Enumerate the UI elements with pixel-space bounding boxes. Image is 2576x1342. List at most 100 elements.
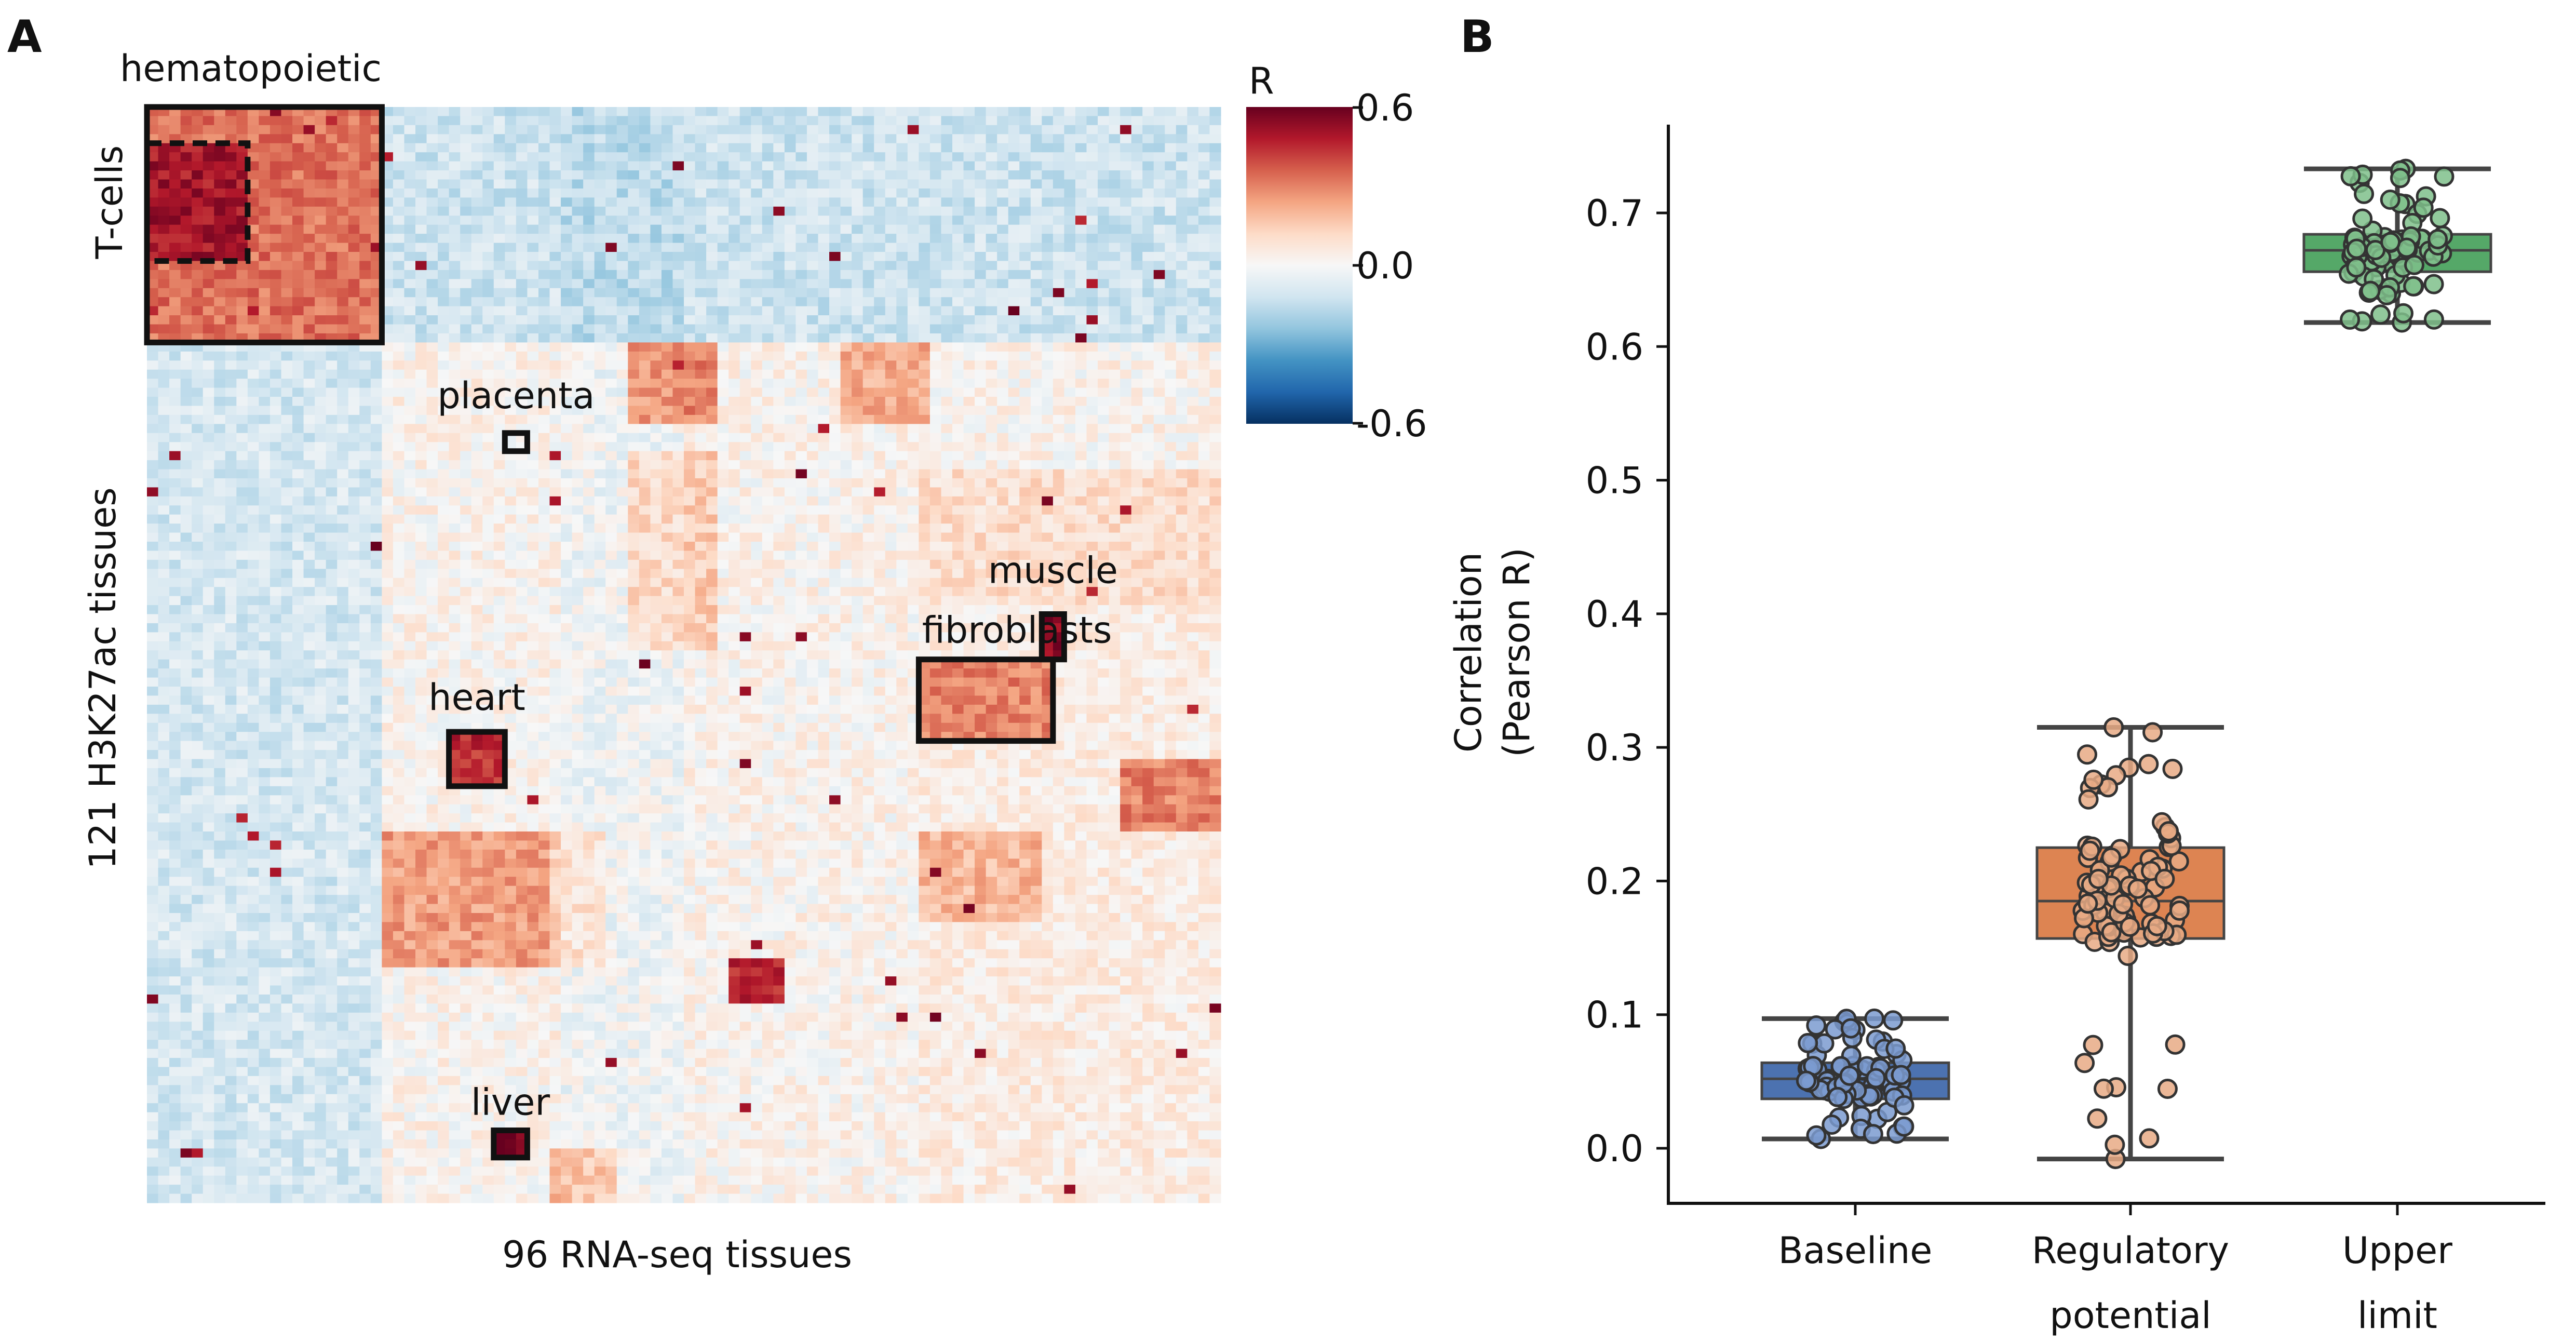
heatmap-cell	[975, 469, 987, 479]
heatmap-cell	[975, 261, 987, 271]
heatmap-cell	[806, 216, 819, 225]
heatmap-cell	[795, 424, 807, 434]
heatmap-cell	[896, 243, 908, 252]
heatmap-cell	[706, 324, 718, 334]
heatmap-cell	[281, 224, 293, 234]
heatmap-cell	[236, 460, 248, 470]
heatmap-cell	[225, 206, 237, 216]
heatmap-cell	[717, 369, 729, 379]
heatmap-cell	[751, 125, 763, 135]
heatmap-cell	[382, 569, 394, 579]
heatmap-cell	[1198, 125, 1210, 135]
heatmap-cell	[784, 496, 797, 506]
heatmap-cell	[393, 569, 405, 579]
heatmap-cell	[426, 551, 438, 560]
heatmap-cell	[997, 270, 1009, 279]
heatmap-cell	[929, 369, 942, 379]
heatmap-cell	[639, 216, 651, 225]
heatmap-cell	[438, 514, 450, 524]
heatmap-cell	[997, 532, 1009, 542]
heatmap-cell	[281, 188, 293, 198]
heatmap-cell	[628, 505, 640, 515]
heatmap-cell	[247, 414, 260, 424]
heatmap-cell	[628, 234, 640, 244]
heatmap-cell	[1120, 551, 1132, 560]
heatmap-cell	[1142, 433, 1154, 442]
heatmap-cell	[1064, 406, 1076, 415]
heatmap-cell	[1131, 143, 1143, 153]
heatmap-cell	[1008, 387, 1020, 397]
heatmap-cell	[963, 442, 975, 452]
heatmap-cell	[729, 324, 740, 334]
heatmap-cell	[1120, 397, 1132, 407]
heatmap-cell	[214, 397, 226, 407]
heatmap-cell	[169, 306, 181, 316]
heatmap-cell	[538, 505, 550, 515]
heatmap-cell	[751, 360, 763, 370]
heatmap-cell	[874, 524, 886, 533]
heatmap-cell	[438, 360, 450, 370]
heatmap-cell	[1131, 197, 1143, 207]
heatmap-cell	[527, 559, 539, 569]
heatmap-cell	[885, 252, 897, 262]
heatmap-cell	[739, 460, 751, 470]
heatmap-cell	[594, 170, 606, 180]
heatmap-cell	[326, 469, 338, 479]
heatmap-cell	[1042, 505, 1054, 515]
heatmap-cell	[986, 252, 997, 262]
heatmap-cell	[192, 270, 204, 279]
heatmap-cell	[192, 460, 204, 470]
heatmap-cell	[684, 270, 696, 279]
heatmap-cell	[605, 252, 617, 262]
heatmap-cell	[773, 107, 785, 117]
heatmap-cell	[885, 134, 897, 144]
heatmap-cell	[247, 487, 260, 497]
heatmap-cell	[326, 542, 338, 552]
heatmap-cell	[762, 216, 774, 225]
heatmap-cell	[292, 406, 304, 415]
heatmap-cell	[1075, 406, 1087, 415]
heatmap-cell	[829, 342, 841, 352]
heatmap-cell	[1019, 424, 1031, 434]
heatmap-cell	[1098, 170, 1110, 180]
heatmap-cell	[292, 532, 304, 542]
heatmap-cell	[672, 116, 684, 126]
heatmap-cell	[650, 143, 662, 153]
heatmap-cell	[337, 170, 349, 180]
heatmap-cell	[516, 125, 528, 135]
heatmap-cell	[1019, 496, 1031, 506]
heatmap-cell	[147, 406, 159, 415]
heatmap-cell	[269, 270, 282, 279]
heatmap-cell	[661, 261, 673, 271]
heatmap-cell	[169, 188, 181, 198]
heatmap-cell	[762, 152, 774, 162]
heatmap-cell	[852, 188, 864, 198]
heatmap-cell	[415, 116, 427, 126]
heatmap-cell	[885, 333, 897, 343]
heatmap-cell	[840, 161, 852, 171]
heatmap-cell	[975, 406, 987, 415]
heatmap-cell	[650, 460, 662, 470]
heatmap-cell	[326, 206, 338, 216]
heatmap-cell	[505, 559, 517, 569]
heatmap-cell	[1075, 261, 1087, 271]
heatmap-cell	[348, 559, 360, 569]
heatmap-cell	[147, 387, 159, 397]
heatmap-cell	[527, 279, 539, 289]
heatmap-cell	[203, 524, 214, 533]
heatmap-cell	[1053, 234, 1065, 244]
heatmap-cell	[269, 170, 282, 180]
heatmap-cell	[1109, 297, 1121, 307]
heatmap-cell	[404, 487, 416, 497]
heatmap-cell	[1064, 496, 1076, 506]
heatmap-cell	[975, 496, 987, 506]
heatmap-cell	[1042, 379, 1054, 388]
heatmap-cell	[247, 116, 260, 126]
heatmap-cell	[1075, 433, 1087, 442]
heatmap-cell	[214, 542, 226, 552]
heatmap-cell	[203, 424, 214, 434]
heatmap-cell	[1064, 460, 1076, 470]
heatmap-cell	[505, 161, 517, 171]
heatmap-cell	[460, 216, 472, 225]
heatmap-cell	[1176, 551, 1188, 560]
